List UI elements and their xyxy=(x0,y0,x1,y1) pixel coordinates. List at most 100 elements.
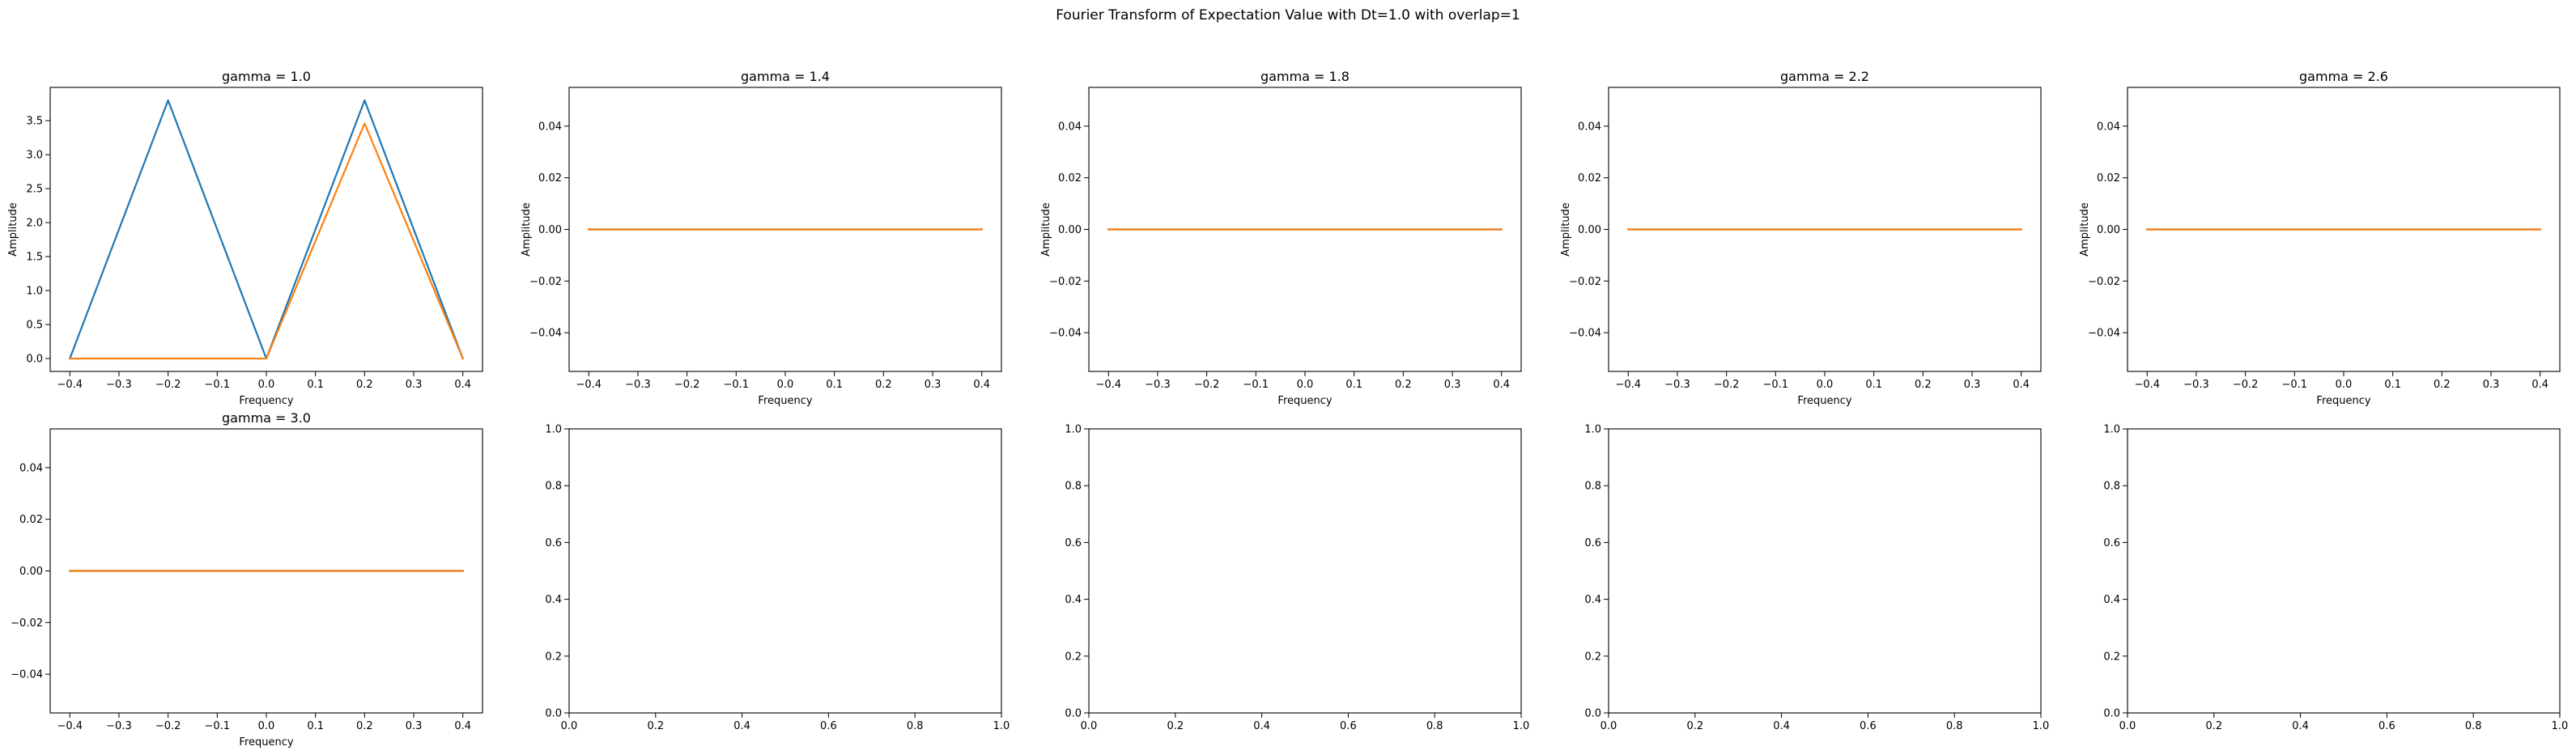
y-tick-label: 0.5 xyxy=(26,320,43,332)
x-axis-label: Frequency xyxy=(239,736,293,749)
y-tick-label: 0.0 xyxy=(1584,708,1601,720)
x-tick-label: 0.0 xyxy=(1297,379,1314,391)
x-tick-label: 0.0 xyxy=(2336,379,2353,391)
x-tick-label: 0.0 xyxy=(1600,720,1617,732)
x-tick-label: −0.2 xyxy=(155,720,181,732)
y-tick-label: 0.6 xyxy=(545,537,562,549)
x-tick-label: 0.3 xyxy=(925,379,942,391)
x-tick-label: 0.4 xyxy=(454,379,471,391)
subplot-5: −0.4 −0.3 −0.2 −0.1 0.0 0.1 0.2 0.3 0.4 −0.04 −0.0… xyxy=(2079,69,2561,407)
y-tick-label: −0.04 xyxy=(1049,328,1082,340)
x-tick-label: −0.2 xyxy=(1194,379,1220,391)
x-axis-label: Frequency xyxy=(1797,395,1851,407)
y-tick-label: −0.02 xyxy=(529,276,562,288)
subplot-title: gamma = 2.6 xyxy=(2299,69,2388,84)
subplot-title: gamma = 1.8 xyxy=(1260,69,1350,84)
x-tick-label: 0.4 xyxy=(454,720,471,732)
x-tick-label: 0.2 xyxy=(1395,379,1412,391)
y-tick-label: 0.8 xyxy=(1584,481,1601,493)
x-tick-label: 0.4 xyxy=(2013,379,2030,391)
y-tick-label: 0.6 xyxy=(1065,537,1082,549)
y-tick-label: 0.0 xyxy=(545,708,562,720)
y-tick-label: 0.4 xyxy=(1065,594,1082,606)
x-tick-label: 0.1 xyxy=(2384,379,2401,391)
y-tick-label: −0.04 xyxy=(529,328,562,340)
x-tick-label: 0.3 xyxy=(1964,379,1981,391)
x-tick-label: −0.3 xyxy=(106,379,132,391)
y-tick-label: 1.0 xyxy=(26,286,43,298)
x-tick-label: 0.3 xyxy=(406,720,423,732)
subplot-title: gamma = 1.4 xyxy=(741,69,830,84)
y-axis-label: Amplitude xyxy=(1040,202,1052,257)
x-tick-label: 0.6 xyxy=(820,720,837,732)
x-tick-label: 0.1 xyxy=(1345,379,1362,391)
x-tick-label: 0.1 xyxy=(826,379,843,391)
y-tick-label: 0.00 xyxy=(538,224,562,236)
x-tick-label: 0.4 xyxy=(1493,379,1510,391)
x-tick-label: 0.4 xyxy=(1773,720,1790,732)
y-tick-label: 0.0 xyxy=(26,354,43,366)
y-tick-label: 0.04 xyxy=(19,462,43,474)
y-tick-label: 0.4 xyxy=(545,594,562,606)
x-tick-label: −0.4 xyxy=(576,379,601,391)
x-tick-label: 1.0 xyxy=(1513,720,1530,732)
y-tick-label: 0.02 xyxy=(1058,172,1082,185)
y-tick-label: 0.0 xyxy=(1065,708,1082,720)
y-tick-label: 0.2 xyxy=(545,651,562,663)
y-tick-label: 0.00 xyxy=(1578,224,1601,236)
y-tick-label: 1.0 xyxy=(2103,424,2120,436)
x-tick-label: −0.1 xyxy=(1243,379,1269,391)
x-tick-label: 0.4 xyxy=(1253,720,1270,732)
x-axis-label: Frequency xyxy=(2316,395,2370,407)
y-tick-label: 0.8 xyxy=(1065,481,1082,493)
x-tick-label: −0.1 xyxy=(2282,379,2308,391)
axes-frame xyxy=(2127,428,2561,714)
x-tick-label: 0.8 xyxy=(1946,720,1963,732)
x-tick-label: −0.3 xyxy=(1664,379,1690,391)
subplot-title: gamma = 1.0 xyxy=(222,69,311,84)
subplot-6: −0.4 −0.3 −0.2 −0.1 0.0 0.1 0.2 0.3 0.4 −0.04 −0.0… xyxy=(11,410,483,749)
y-tick-label: 0.00 xyxy=(19,566,43,578)
x-tick-label: 0.4 xyxy=(2531,379,2548,391)
y-tick-label: −0.04 xyxy=(1569,328,1601,340)
x-tick-label: 0.1 xyxy=(307,379,324,391)
x-tick-label: 0.2 xyxy=(1915,379,1932,391)
x-tick-label: 1.0 xyxy=(993,720,1010,732)
y-axis-label: Amplitude xyxy=(521,202,533,257)
y-tick-label: 0.00 xyxy=(1058,224,1082,236)
x-tick-label: 0.8 xyxy=(2465,720,2482,732)
y-tick-label: −0.02 xyxy=(11,617,43,630)
x-tick-label: −0.4 xyxy=(57,379,83,391)
subplot-7: 0.0 0.2 0.4 0.6 0.8 1.0 0.0 0.2 0.4 0.6 0.8 1.0 xyxy=(545,424,1010,733)
y-tick-label: 0.02 xyxy=(538,172,562,185)
y-tick-label: 1.0 xyxy=(545,424,562,436)
subplot-4: −0.4 −0.3 −0.2 −0.1 0.0 0.1 0.2 0.3 0.4 −0.04 −0.0… xyxy=(1560,69,2042,407)
subplot-1: −0.4 −0.3 −0.2 −0.1 0.0 0.1 0.2 0.3 0.4 0.0 0.5 1.0… xyxy=(7,69,483,407)
subplot-8: 0.0 0.2 0.4 0.6 0.8 1.0 0.0 0.2 0.4 0.6 0.8 1.0 xyxy=(1065,424,1529,733)
x-tick-label: −0.2 xyxy=(674,379,700,391)
y-tick-label: 0.02 xyxy=(19,514,43,526)
x-tick-label: 0.1 xyxy=(307,720,324,732)
x-tick-label: 0.0 xyxy=(561,720,578,732)
y-tick-label: 0.0 xyxy=(2103,708,2120,720)
x-tick-label: 0.2 xyxy=(356,720,373,732)
x-tick-label: −0.3 xyxy=(2183,379,2209,391)
y-tick-label: 0.04 xyxy=(1578,121,1601,133)
y-tick-label: 3.5 xyxy=(26,116,43,128)
x-tick-label: 0.0 xyxy=(2119,720,2136,732)
x-tick-label: −0.4 xyxy=(1095,379,1121,391)
y-tick-label: 0.6 xyxy=(2103,537,2120,549)
y-tick-label: −0.04 xyxy=(2088,328,2120,340)
x-tick-label: −0.3 xyxy=(106,720,132,732)
axes-frame xyxy=(568,428,1002,714)
x-tick-label: −0.2 xyxy=(155,379,181,391)
y-tick-label: −0.02 xyxy=(1049,276,1082,288)
x-tick-label: −0.1 xyxy=(1763,379,1789,391)
x-tick-label: −0.2 xyxy=(2233,379,2259,391)
y-tick-label: 0.04 xyxy=(1058,121,1082,133)
subplot-title: gamma = 3.0 xyxy=(222,410,311,426)
x-tick-label: 0.0 xyxy=(258,379,275,391)
y-tick-label: 0.2 xyxy=(1584,651,1601,663)
x-tick-label: 0.6 xyxy=(1860,720,1877,732)
y-tick-label: 0.6 xyxy=(1584,537,1601,549)
